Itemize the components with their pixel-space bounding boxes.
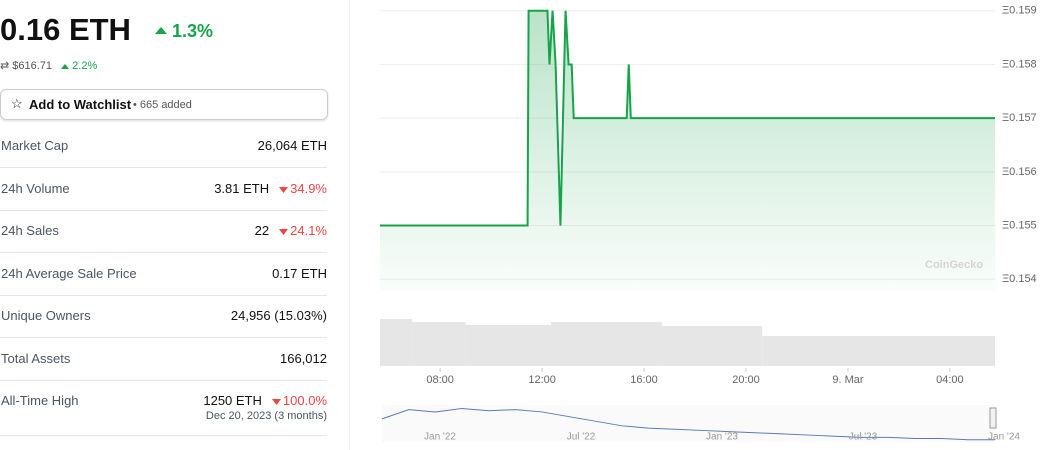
stat-label: 24h Sales	[1, 223, 59, 238]
star-icon: ☆	[11, 96, 23, 111]
stat-change-value: 24.1%	[290, 223, 327, 238]
stat-label: 24h Volume	[1, 180, 70, 196]
price-change: 1.3%	[155, 21, 213, 42]
watchlist-count: • 665 added	[133, 99, 192, 111]
x-tick-label: 12:00	[528, 374, 556, 386]
stat-label: All-Time High	[1, 393, 79, 408]
stat-note: Dec 20, 2023 (3 months)	[205, 410, 327, 422]
stat-label: 24h Average Sale Price	[1, 265, 137, 281]
up-icon	[155, 27, 167, 34]
navigator-label: Jul '22	[567, 432, 596, 443]
stat-value: 3.81 ETH 34.9%	[214, 181, 327, 196]
navigator-label: Jan '23	[706, 432, 738, 443]
down-icon	[271, 399, 281, 405]
y-tick-label: Ξ0.154	[1002, 273, 1037, 285]
y-tick-label: Ξ0.156	[1002, 166, 1037, 178]
navigator-line	[381, 407, 995, 441]
y-tick-label: Ξ0.159	[1002, 5, 1037, 17]
stat-value: 0.17 ETH	[272, 266, 327, 281]
stat-value-text: 166,012	[280, 350, 327, 366]
stat-value: 26,064 ETH	[258, 138, 327, 153]
stat-value-text: 1250 ETH	[203, 393, 262, 408]
y-tick-label: Ξ0.158	[1002, 58, 1037, 70]
stat-change-value: 34.9%	[290, 180, 327, 196]
stat-change: 24.1%	[279, 223, 327, 238]
x-tick-label: 08:00	[426, 374, 454, 386]
x-tick-label: 16:00	[630, 374, 658, 386]
y-tick-label: Ξ0.157	[1002, 112, 1037, 124]
stat-change: 100.0%	[271, 393, 327, 408]
volume-bar	[465, 325, 552, 366]
y-tick-label: Ξ0.155	[1002, 219, 1037, 231]
navigator-label: Jan '22	[424, 432, 456, 443]
volume-bar	[661, 326, 763, 366]
volume-bar	[380, 319, 413, 366]
divider	[349, 0, 350, 450]
stat-value: 1250 ETH 100.0%	[203, 393, 327, 408]
volume-bar	[412, 322, 466, 366]
price-line	[380, 9, 995, 227]
stat-row: 24h Average Sale Price 0.17 ETH	[0, 253, 327, 296]
stat-row: 24h Volume 3.81 ETH 34.9%	[0, 168, 327, 211]
stat-label: Unique Owners	[1, 308, 91, 323]
stat-value-text: 0.17 ETH	[272, 265, 327, 281]
navigator-label: Jul '23	[849, 432, 878, 443]
stat-value-text: 3.81 ETH	[214, 180, 270, 196]
usd-price: $616.71	[12, 60, 53, 72]
up-icon	[61, 64, 70, 69]
x-tick-label: 04:00	[936, 374, 964, 386]
stat-value: 22 24.1%	[255, 223, 327, 238]
price-change-value: 1.3%	[172, 21, 214, 41]
watchlist-label: Add to Watchlist	[29, 97, 132, 112]
volume-bar	[762, 336, 995, 366]
down-icon	[279, 229, 289, 235]
stat-label: Market Cap	[1, 138, 69, 153]
stat-value-text: 22	[254, 223, 270, 238]
stat-label: Total Assets	[1, 350, 71, 366]
stat-row: All-Time High 1250 ETH 100.0% Dec 20, 2023 …	[0, 380, 327, 436]
stat-row: 24h Sales 22 24.1%	[0, 210, 327, 253]
stat-value-text: 26,064 ETH	[257, 138, 327, 153]
usd-change-value: 2.2%	[72, 60, 98, 72]
navigator-bg	[382, 405, 995, 442]
stat-row: Market Cap 26,064 ETH	[0, 125, 327, 168]
stat-change: 34.9%	[279, 181, 327, 196]
price: 0.16 ETH	[0, 12, 131, 47]
stat-value: 24,956 (15.03%)	[231, 308, 327, 323]
stat-value-text: 24,956 (15.03%)	[230, 308, 327, 323]
x-tick-label: 9. Mar	[832, 374, 864, 386]
down-icon	[279, 186, 289, 193]
price-area	[380, 10, 995, 290]
stat-row: Unique Owners 24,956 (15.03%)	[0, 295, 327, 338]
x-tick-label: 20:00	[732, 374, 760, 386]
stat-value: 166,012	[280, 351, 327, 366]
stat-change-value: 100.0%	[282, 393, 327, 408]
usd-line: ⇄ $616.71 2.2%	[0, 59, 97, 72]
stat-row: Total Assets 166,012	[0, 338, 327, 381]
navigator-handle[interactable]	[989, 407, 997, 429]
navigator-label: Jan '24	[988, 432, 1020, 443]
swap-icon: ⇄	[0, 60, 10, 72]
volume-bar	[551, 322, 662, 366]
usd-change: 2.2%	[61, 60, 97, 72]
watchlist-button[interactable]: ☆ Add to Watchlist • 665 added	[0, 89, 328, 120]
watermark: CoinGecko	[925, 259, 983, 271]
